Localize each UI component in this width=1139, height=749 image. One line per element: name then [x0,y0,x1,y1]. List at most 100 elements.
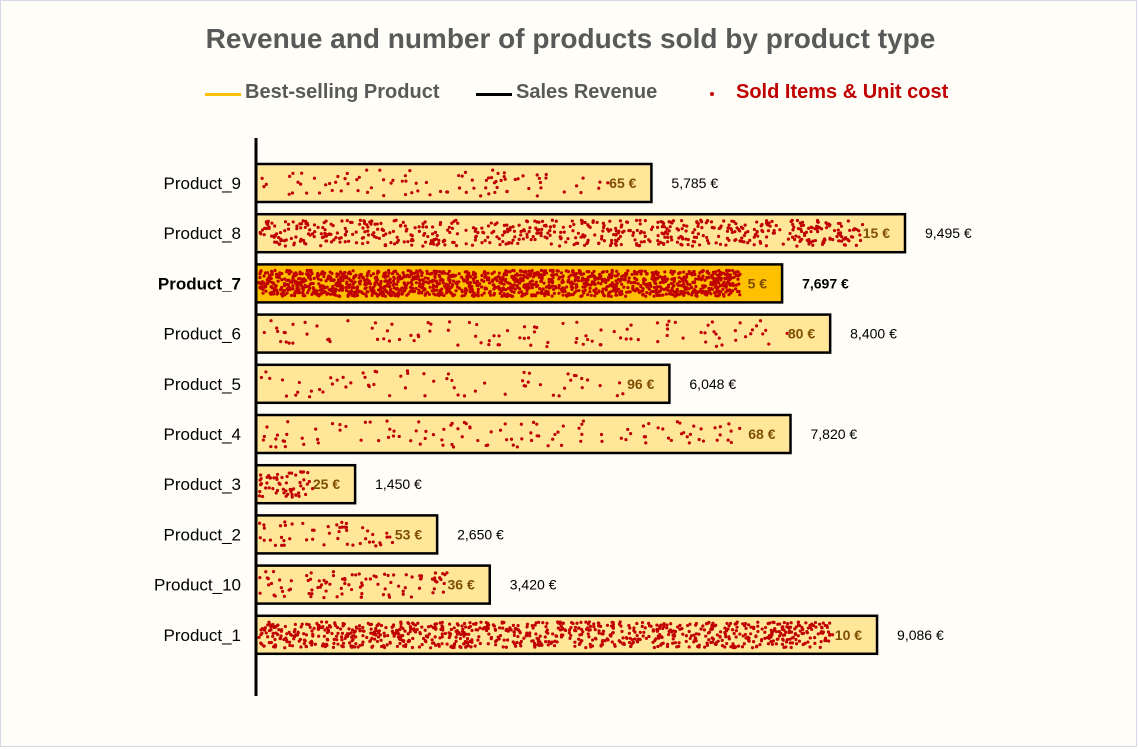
sold-item-dot [529,343,533,347]
sold-item-dot [676,283,681,288]
unit-cost-label: 80 € [788,326,815,342]
sold-item-dot [440,625,444,630]
sold-item-dot [685,272,689,276]
sold-item-dot [441,281,445,285]
sold-item-dot [684,639,688,644]
sold-item-dot [535,173,539,177]
sold-item-dot [828,633,832,637]
sold-item-dot [535,231,539,235]
sold-item-dot [795,218,800,223]
sold-item-dot [428,329,432,333]
sold-item-dot [278,524,283,528]
sold-item-dot [341,278,345,283]
sold-item-dot [466,644,470,648]
sold-item-dot [676,228,681,232]
sold-item-dot [415,269,419,274]
sold-item-dot [816,632,820,636]
sold-item-dot [398,224,403,228]
sold-item-dot [503,422,507,426]
sold-item-dot [446,228,450,232]
sold-item-dot [412,339,416,343]
sold-item-dot [448,230,452,235]
revenue-label: 7,697 € [802,275,849,291]
sold-item-dot [828,223,832,227]
sold-item-dot [705,235,709,240]
sold-item-dot [714,641,718,645]
sold-item-dot [634,218,639,223]
sold-item-dot [577,426,581,430]
sold-item-dot [259,232,263,236]
sold-item-dot [340,638,344,642]
sold-item-dot [526,336,531,340]
sold-item-dot [508,282,512,286]
sold-item-dot [614,243,618,247]
sold-item-dot [299,645,303,649]
sold-item-dot [392,282,396,286]
sold-item-dot [368,420,372,424]
sold-item-dot [516,628,520,632]
unit-cost-label: 36 € [448,577,475,593]
sold-item-dot [301,286,305,290]
sold-item-dot [340,219,344,223]
sold-item-dot [549,641,553,645]
sold-item-dot [631,640,636,645]
sold-item-dot [597,241,601,246]
sold-item-dot [258,473,263,477]
sold-item-dot [333,622,337,626]
sold-item-dot [417,278,421,282]
sold-item-dot [276,633,280,637]
sold-item-dot [696,224,700,229]
sold-item-dot [418,281,422,286]
sold-item-dot [431,283,436,287]
sold-item-dot [278,288,283,292]
sold-item-dot [593,277,597,282]
sold-item-dot [311,632,315,636]
sold-item-dot [551,393,555,397]
sold-item-dot [499,289,504,293]
sold-item-dot [401,627,405,631]
unit-cost-label: 53 € [395,526,422,542]
sold-item-dot [769,640,773,644]
sold-item-dot [438,275,442,279]
sold-item-dot [568,224,572,229]
sold-item-dot [328,582,332,586]
sold-item-dot [647,287,651,291]
sold-item-dot [305,332,309,336]
sold-item-dot [671,629,676,633]
sold-item-dot [295,281,300,286]
sold-item-dot [440,287,444,291]
sold-item-dot [743,223,747,227]
sold-item-dot [655,273,660,277]
sold-item-dot [356,189,360,193]
sold-item-dot [579,218,584,222]
sold-item-dot [672,279,676,283]
sold-item-dot [741,226,745,231]
sold-item-dot [797,235,801,239]
sold-item-dot [533,237,537,242]
sold-item-dot [294,235,298,239]
sold-item-dot [715,294,720,298]
sold-item-dot [649,227,654,232]
sold-item-dot [322,235,326,239]
sold-item-dot [463,625,468,629]
sold-item-dot [306,223,310,227]
sold-item-dot [289,293,294,297]
sold-item-dot [815,227,819,231]
sold-item-dot [480,226,484,230]
sold-item-dot [280,378,285,382]
sold-item-dot [600,270,604,275]
sold-item-dot [576,241,580,245]
sold-item-dot [842,243,846,247]
sold-item-dot [361,275,365,280]
sold-item-dot [734,222,738,226]
sold-item-dot [272,476,276,480]
sold-item-dot [383,279,387,283]
sold-item-dot [578,633,582,637]
sold-item-dot [423,288,427,292]
sold-item-dot [672,634,677,638]
sold-item-dot [366,240,370,245]
sold-item-dot [593,233,597,237]
sold-item-dot [605,637,609,641]
sold-item-dot [456,221,460,225]
sold-item-dot [323,628,327,632]
